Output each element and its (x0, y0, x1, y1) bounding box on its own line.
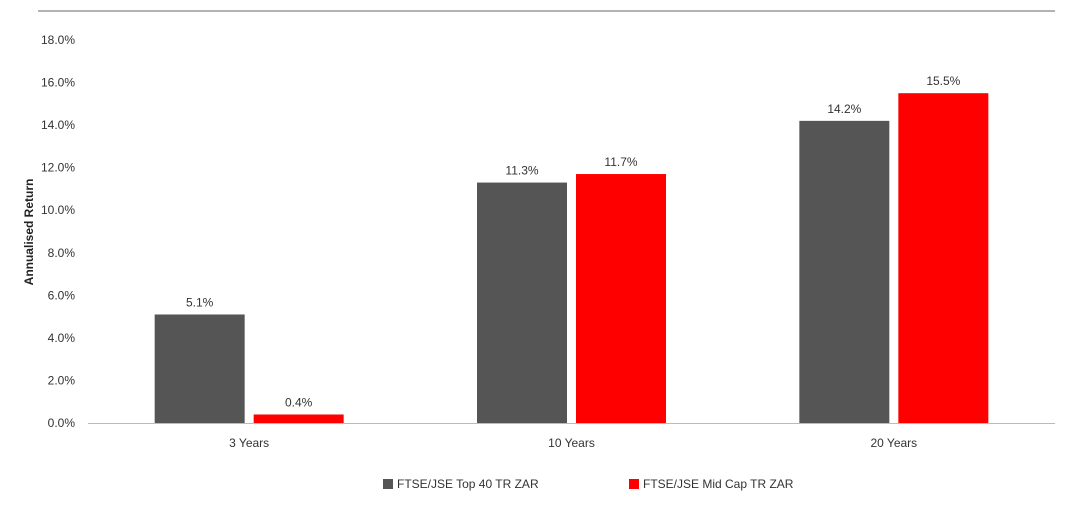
y-axis-label: Annualised Return (22, 179, 36, 286)
y-tick-label: 18.0% (41, 33, 75, 47)
legend-swatch (629, 479, 639, 489)
bar (477, 182, 567, 423)
bar (154, 314, 245, 423)
x-tick-label: 20 Years (870, 436, 917, 450)
legend-label: FTSE/JSE Mid Cap TR ZAR (643, 477, 794, 491)
y-tick-label: 14.0% (41, 118, 75, 132)
y-tick-label: 2.0% (48, 373, 76, 387)
y-tick-label: 16.0% (41, 76, 75, 90)
legend-label: FTSE/JSE Top 40 TR ZAR (397, 477, 539, 491)
data-label: 0.4% (285, 395, 313, 409)
bar (576, 174, 666, 423)
x-tick-label: 3 Years (229, 436, 269, 450)
y-tick-label: 12.0% (41, 161, 75, 175)
legend-swatch (383, 479, 393, 489)
data-label: 14.2% (827, 102, 861, 116)
x-tick-label: 10 Years (548, 436, 595, 450)
data-label: 15.5% (926, 74, 960, 88)
y-tick-label: 8.0% (48, 246, 76, 260)
data-label: 5.1% (186, 295, 214, 309)
bar (799, 120, 890, 423)
data-label: 11.3% (505, 164, 538, 178)
data-label: 11.7% (604, 155, 637, 169)
y-tick-label: 6.0% (48, 288, 76, 302)
y-tick-label: 10.0% (41, 203, 75, 217)
bar (898, 93, 989, 423)
bar (253, 414, 344, 423)
y-tick-label: 0.0% (48, 416, 76, 430)
y-tick-label: 4.0% (48, 331, 76, 345)
